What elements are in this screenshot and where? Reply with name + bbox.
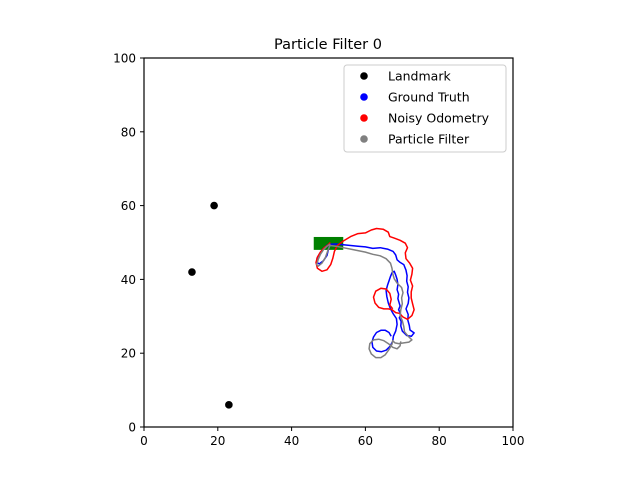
landmark-point	[210, 201, 218, 210]
x-tick-label: 0	[140, 434, 148, 448]
landmark-point	[188, 268, 196, 276]
y-tick-label: 0	[128, 421, 136, 435]
series-line-ground-truth	[315, 242, 415, 353]
x-tick-label: 20	[210, 434, 225, 448]
chart-title: Particle Filter 0	[274, 37, 382, 53]
legend-label-noisy-odometry: Noisy Odometry	[388, 111, 490, 126]
legend: Landmark Ground Truth Noisy Odometry Partic…	[343, 64, 507, 153]
legend-label-ground-truth: Ground Truth	[388, 90, 470, 105]
plot-marks	[188, 201, 415, 409]
legend-marker-landmark	[360, 72, 368, 80]
y-tick-label: 40	[121, 273, 136, 287]
y-tick-label: 60	[121, 199, 136, 213]
series-line-particle-filter	[315, 243, 413, 359]
axis-ticks: 0 20 40 60 80 100 0 20 40 60 80 100	[113, 52, 524, 449]
y-tick-label: 100	[113, 52, 136, 66]
landmark-point	[225, 401, 233, 409]
legend-label-landmark: Landmark	[388, 69, 451, 84]
legend-label-particle-filter: Particle Filter	[388, 132, 470, 147]
legend-marker-noisy-odometry	[360, 114, 368, 122]
y-tick-label: 20	[121, 347, 136, 361]
y-tick-label: 80	[121, 125, 136, 139]
x-tick-label: 100	[502, 434, 525, 448]
legend-box	[343, 64, 507, 153]
x-tick-label: 80	[432, 434, 447, 448]
legend-marker-ground-truth	[360, 93, 368, 101]
axes-frame	[143, 57, 514, 428]
x-tick-label: 60	[358, 434, 373, 448]
x-tick-label: 40	[284, 434, 299, 448]
series-line-noisy-odometry	[315, 227, 415, 321]
legend-marker-particle-filter	[360, 135, 368, 143]
